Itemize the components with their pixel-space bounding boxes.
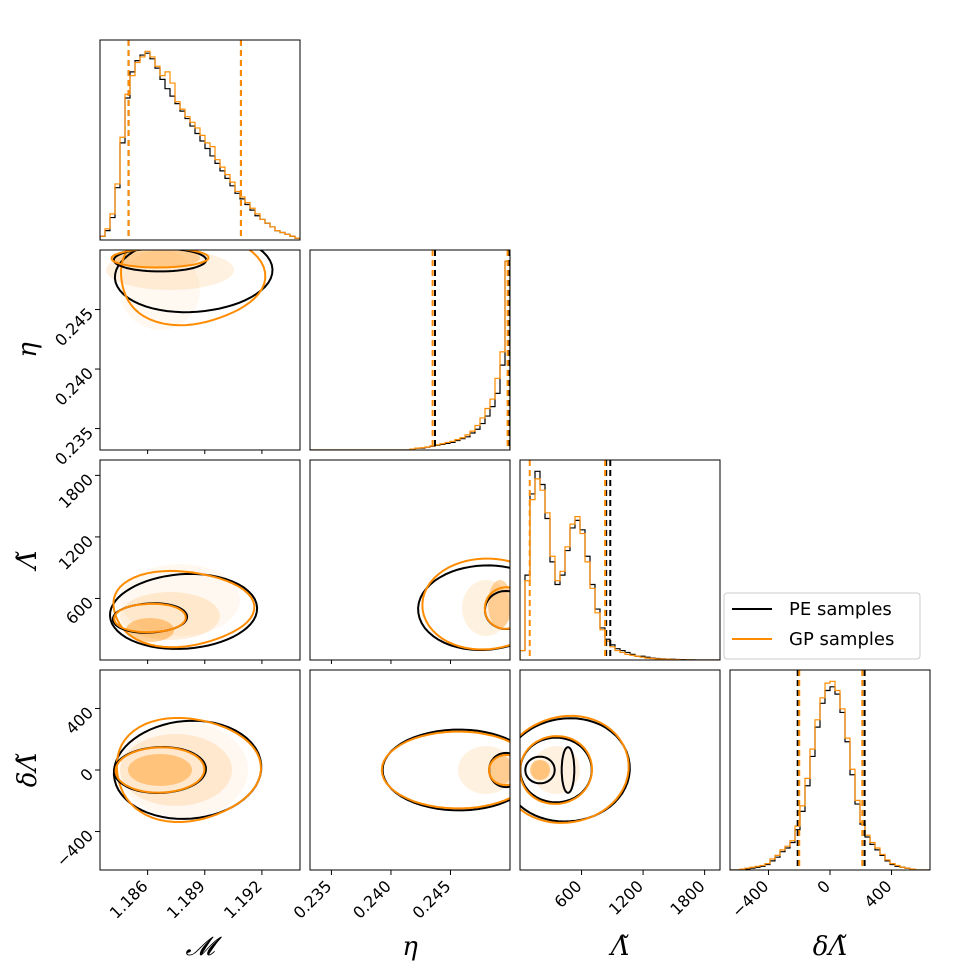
density-spot-mc-eta-0 xyxy=(112,250,200,268)
x-tick-label-dlt-1: 0 xyxy=(813,877,834,898)
x-tick-label-mc-0: 1.186 xyxy=(106,877,152,923)
x-tick-label-eta-0: 0.235 xyxy=(290,877,336,923)
x-tick-label-eta-2: 0.245 xyxy=(409,877,455,923)
axis-label-x-lambda: Λ̃ xyxy=(609,932,630,962)
density-mc-lt xyxy=(120,564,240,642)
marginal-dlt xyxy=(730,670,930,870)
x-tick-label-lt-1: 1200 xyxy=(605,877,647,919)
panel-frame-lt-dlt xyxy=(519,669,721,871)
histogram-gp-lt xyxy=(520,478,720,660)
histogram-pe-dlt xyxy=(730,686,930,870)
contour-mc-eta-0 xyxy=(113,250,274,314)
x-tick-label-lt-2: 1800 xyxy=(666,877,708,919)
y-tick-label-eta-2: 0.245 xyxy=(51,304,97,350)
y-tick-label-dlt-0: −400 xyxy=(52,826,97,871)
x-tick-label-lt-0: 600 xyxy=(551,877,586,912)
density-eta-lt xyxy=(462,580,510,636)
density-spot-mc-eta-1 xyxy=(106,250,234,290)
axis-label-x-dlambda: δΛ̃ xyxy=(813,932,847,962)
y-tick-label-dlt-2: 400 xyxy=(62,703,97,738)
y-tick-label-lt-0: 600 xyxy=(62,593,97,628)
axis-label-x-mc: 𝓜 xyxy=(185,932,222,962)
density-spot-lt-dlt-0 xyxy=(530,760,550,780)
marginal-eta xyxy=(310,250,510,450)
contour-lt-dlt-3 xyxy=(520,735,594,805)
legend-label-pe: PE samples xyxy=(789,599,892,620)
panel-frame-mc-mc xyxy=(99,39,301,241)
panel-frame-eta-lt xyxy=(309,459,511,661)
density-spot-mc-lt-2 xyxy=(120,564,240,636)
density-spot-mc-lt-0 xyxy=(126,618,174,642)
axis-label-x-eta: η xyxy=(402,932,418,962)
density-mc-dlt xyxy=(120,722,248,818)
contour-eta-lt-0 xyxy=(417,564,510,651)
y-tick-label-eta-0: 0.235 xyxy=(51,423,97,469)
y-tick-label-dlt-1: 0 xyxy=(76,765,97,786)
contour-lt-dlt-1 xyxy=(520,714,630,824)
contour-mc-lt-1 xyxy=(112,569,256,649)
contour-eta-lt-1 xyxy=(421,557,510,651)
contour-eta-lt-3 xyxy=(483,586,510,630)
contour-mc-lt-3 xyxy=(113,602,187,634)
density-spot-eta-dlt-0 xyxy=(488,754,510,786)
contour-mc-eta-1 xyxy=(119,250,267,327)
panel-frame-mc-eta xyxy=(99,249,301,451)
contour-eta-dlt-1 xyxy=(380,730,510,810)
x-tick-label-eta-1: 0.240 xyxy=(349,877,395,923)
marginal-lt xyxy=(520,460,720,660)
density-spot-mc-eta-2 xyxy=(120,250,200,330)
histogram-pe-lt xyxy=(520,470,720,660)
density-spot-mc-dlt-1 xyxy=(120,734,232,806)
contour-mc-eta-3 xyxy=(110,250,210,269)
axis-label-y-lambda: Λ̃ xyxy=(13,551,43,572)
legend: PE samples GP samples xyxy=(723,592,921,660)
histogram-gp-mc xyxy=(100,50,300,240)
y-tick-label-lt-2: 1800 xyxy=(55,470,97,512)
histogram-gp-dlt xyxy=(730,680,930,870)
panel-frame-eta-eta xyxy=(309,249,511,451)
density-spot-mc-dlt-0 xyxy=(128,754,192,786)
legend-label-gp: GP samples xyxy=(789,629,894,650)
x-tick-label-mc-1: 1.189 xyxy=(163,877,209,923)
contour-mc-dlt-1 xyxy=(115,717,263,823)
contour-mc-eta-2 xyxy=(112,250,208,273)
plot-lines-layer xyxy=(100,40,930,870)
density-spot-mc-dlt-2 xyxy=(120,722,248,818)
marginal-mc xyxy=(100,40,300,240)
y-tick-label-lt-1: 1200 xyxy=(55,531,97,573)
contour-lt-dlt-4 xyxy=(524,755,556,785)
axis-label-y-dlambda: δΛ̃ xyxy=(13,753,43,787)
contour-mc-lt-0 xyxy=(108,572,259,650)
contour-mc-dlt-3 xyxy=(114,746,206,794)
panel-frame-dlt-dlt xyxy=(729,669,931,871)
x-tick-label-mc-2: 1.192 xyxy=(220,877,266,923)
panel-frame-mc-lt xyxy=(99,459,301,661)
histogram-gp-eta xyxy=(310,260,510,450)
contours-mc-eta xyxy=(110,250,274,327)
panel-frame-eta-dlt xyxy=(309,669,511,871)
contours-eta-lt xyxy=(417,557,510,651)
contours-eta-dlt xyxy=(380,728,510,812)
contours-mc-lt xyxy=(108,569,259,650)
axis-label-y-eta: η xyxy=(13,342,43,358)
panel-frame-lt-lt xyxy=(519,459,721,661)
x-tick-label-dlt-2: 400 xyxy=(861,877,896,912)
contours-mc-dlt xyxy=(112,717,263,823)
contour-lt-dlt-5 xyxy=(560,746,576,794)
panel-frames-layer xyxy=(99,39,931,871)
y-tick-label-eta-1: 0.240 xyxy=(51,364,97,410)
x-tick-label-dlt-0: −400 xyxy=(728,877,773,922)
contour-eta-dlt-3 xyxy=(488,753,510,787)
legend-box xyxy=(723,592,921,660)
density-mc-eta xyxy=(106,250,234,330)
